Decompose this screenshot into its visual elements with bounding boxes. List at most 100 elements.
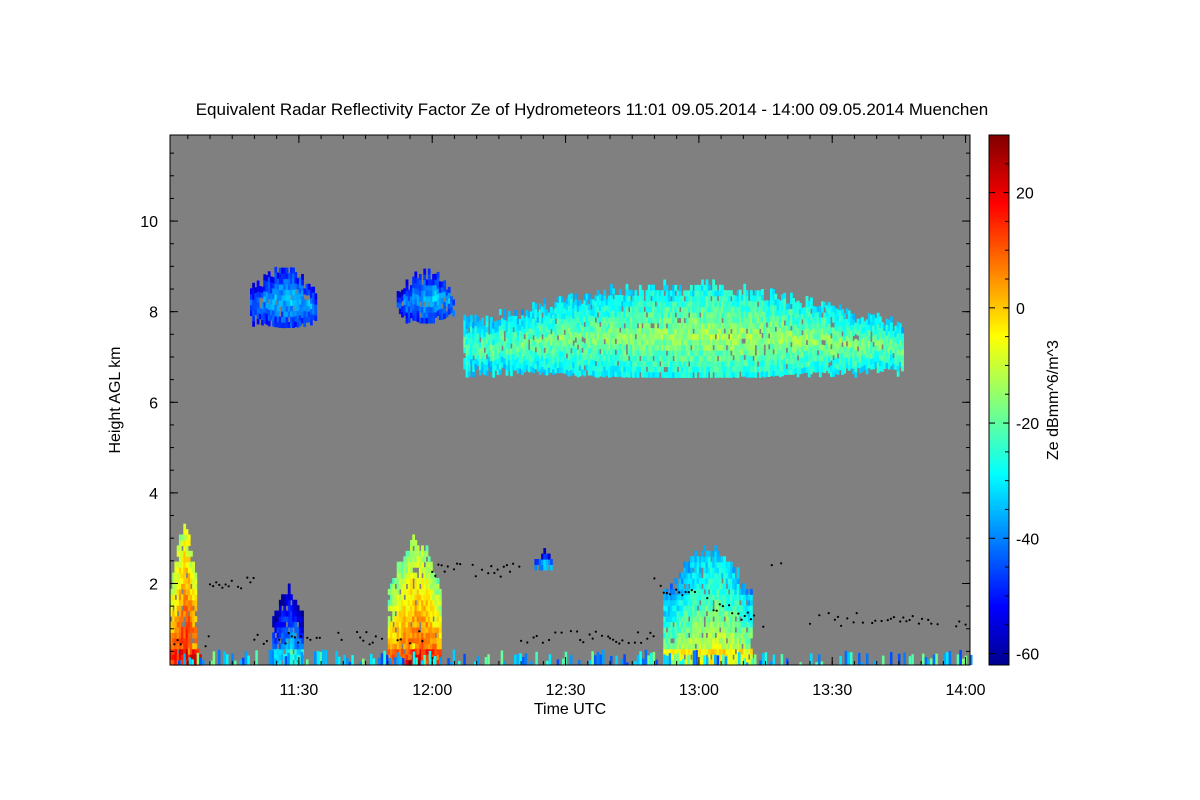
echo-cell [850, 352, 853, 358]
echo-cell [734, 333, 738, 340]
echo-cell [616, 306, 620, 312]
cloud-base-point [212, 585, 215, 588]
echo-cell [643, 339, 647, 345]
echo-cell [703, 648, 707, 655]
echo-cell [721, 588, 724, 595]
echo-cell [845, 324, 849, 331]
echo-cell [763, 300, 767, 307]
echo-cell [796, 300, 800, 307]
echo-cell [627, 349, 631, 356]
clutter-cell [372, 658, 376, 665]
echo-cell [701, 561, 704, 568]
echo-cell [714, 637, 718, 644]
echo-cell [736, 290, 740, 297]
echo-cell [672, 312, 675, 319]
echo-cell [498, 341, 502, 348]
echo-cell [796, 349, 800, 356]
echo-cell [736, 322, 740, 329]
echo-cell [572, 318, 575, 325]
echo-cell [696, 328, 700, 335]
cloud-base-point [490, 565, 493, 568]
echo-cell [605, 342, 609, 349]
cloud-base-point [576, 630, 579, 633]
echo-cell [676, 312, 680, 319]
echo-cell [185, 561, 189, 568]
echo-cell [390, 643, 393, 650]
echo-cell [445, 300, 449, 307]
echo-cell [556, 324, 560, 330]
echo-cell [678, 610, 682, 617]
echo-cell [698, 583, 702, 590]
echo-cell [705, 561, 709, 568]
echo-cell [538, 564, 542, 571]
echo-cell [307, 311, 311, 317]
echo-cell [814, 317, 818, 324]
echo-cell [410, 572, 413, 579]
echo-cell [183, 588, 187, 595]
echo-cell [667, 344, 671, 351]
echo-cell [474, 325, 478, 332]
echo-cell [654, 317, 658, 324]
clutter-cell [519, 653, 522, 665]
echo-cell [607, 295, 611, 302]
echo-cell [256, 302, 260, 309]
echo-cell [194, 588, 198, 595]
echo-cell [556, 296, 560, 303]
colorbar-tick-label: -40 [1016, 531, 1039, 548]
cloud-base-point [421, 640, 424, 643]
echo-cell [730, 605, 733, 612]
echo-cell [743, 648, 747, 655]
echo-cell [392, 637, 395, 644]
echo-cell [658, 306, 662, 313]
cloud-base-point [224, 583, 227, 586]
echo-cell [603, 306, 607, 313]
echo-cell [621, 327, 624, 334]
echo-cell [618, 305, 622, 312]
echo-cell [581, 341, 584, 348]
echo-cell [525, 353, 529, 360]
echo-cell [425, 594, 429, 601]
echo-cell [754, 355, 758, 362]
echo-cell [681, 371, 684, 378]
echo-cell [623, 344, 627, 351]
echo-cell [858, 334, 862, 341]
echo-cell [263, 296, 267, 303]
echo-cell [185, 643, 189, 650]
echo-cell [821, 333, 824, 340]
echo-cell [705, 637, 709, 644]
echo-cell [532, 340, 535, 347]
cloud-base-point [880, 619, 883, 623]
echo-cell [607, 322, 611, 329]
echo-cell [856, 318, 860, 325]
echo-cell [590, 298, 593, 305]
echo-cell [663, 355, 667, 362]
echo-cell [750, 322, 753, 329]
echo-cell [683, 323, 687, 329]
echo-cell [881, 349, 884, 356]
echo-cell [287, 594, 291, 601]
echo-cell [685, 339, 689, 346]
echo-cell [463, 330, 467, 337]
echo-cell [678, 626, 682, 633]
echo-cell [396, 626, 400, 633]
echo-cell [701, 295, 704, 302]
echo-cell [652, 333, 655, 340]
echo-cell [187, 648, 191, 655]
echo-cell [645, 371, 649, 378]
echo-cell [405, 599, 409, 606]
echo-cell [845, 319, 849, 325]
echo-cell [714, 588, 718, 595]
echo-cell [723, 648, 727, 655]
echo-cell [743, 327, 747, 334]
echo-cell [430, 632, 433, 639]
echo-cell [183, 599, 187, 606]
echo-cell [627, 322, 631, 329]
echo-cell [890, 338, 893, 345]
echo-cell [798, 313, 802, 320]
echo-cell [736, 350, 740, 357]
echo-cell [801, 367, 804, 374]
echo-cell [187, 583, 191, 590]
colorbar [988, 134, 1010, 666]
echo-cell [870, 314, 873, 321]
echo-cell [672, 317, 675, 324]
